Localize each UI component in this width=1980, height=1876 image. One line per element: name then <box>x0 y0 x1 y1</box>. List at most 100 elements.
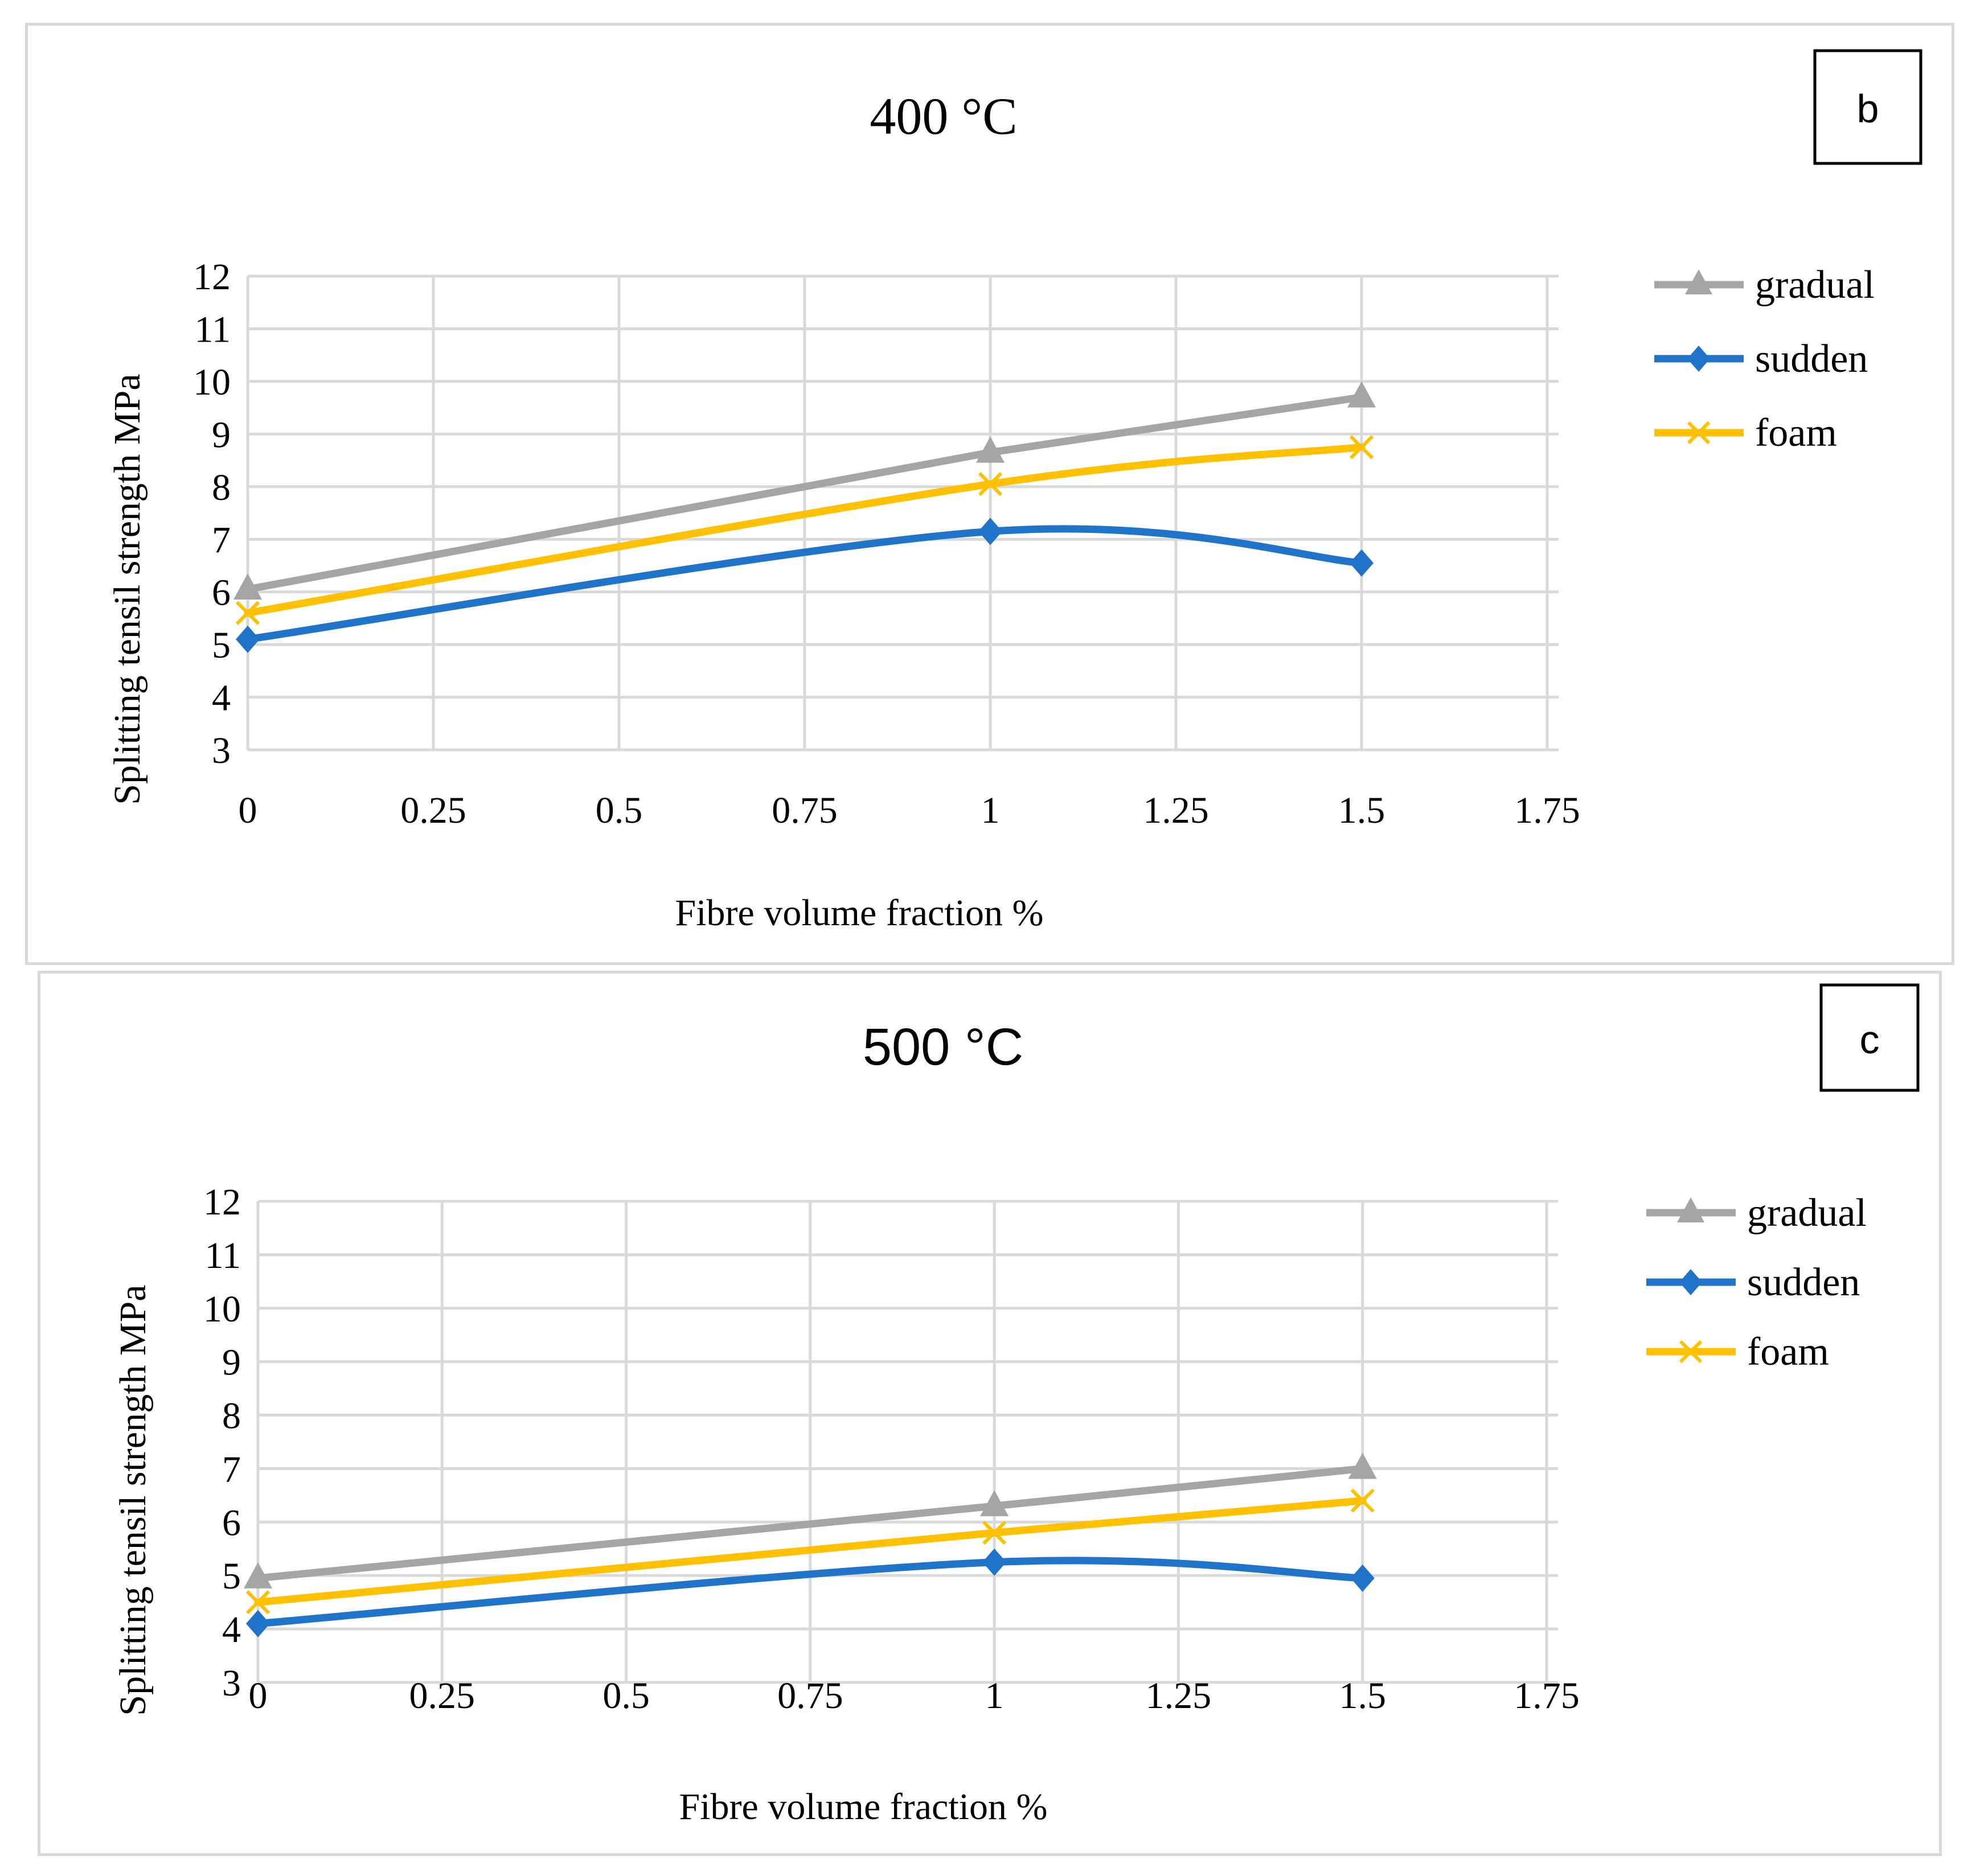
data-point-foam <box>235 601 260 625</box>
legend-label-foam: foam <box>1747 1330 1829 1374</box>
data-point-sudden <box>236 625 260 653</box>
data-point-gradual <box>244 1562 272 1588</box>
y-tick-label: 10 <box>193 362 231 403</box>
chart-title: 400 °C <box>870 87 1017 145</box>
chart-panel-400: 400 °C b Fibre volume fraction % Splitti… <box>25 23 1954 965</box>
chart-title: 500 °C <box>863 1018 1023 1076</box>
x-axis-label: Fibre volume fraction % <box>679 1786 1048 1828</box>
legend-item-gradual: gradual <box>1654 263 1875 307</box>
legend-item-sudden: sudden <box>1646 1261 1860 1304</box>
gridlines <box>256 1200 1558 1684</box>
legend: gradual sudden foam <box>1654 263 1875 455</box>
data-point-sudden <box>1350 549 1374 577</box>
y-tick-label: 7 <box>212 519 231 561</box>
data-point-gradual <box>976 436 1005 463</box>
legend-marker-foam <box>1679 1340 1703 1364</box>
y-tick-label: 12 <box>203 1181 241 1223</box>
data-point-sudden <box>246 1610 270 1637</box>
x-tick-label: 1 <box>985 1675 1004 1717</box>
x-tick-label: 1 <box>981 790 1000 831</box>
y-tick-label: 10 <box>203 1288 241 1330</box>
y-tick-label: 11 <box>204 1235 241 1276</box>
x-tick-label: 0.75 <box>777 1675 843 1717</box>
panel-badge-label: b <box>1857 87 1879 131</box>
y-tick-label: 9 <box>222 1342 241 1384</box>
x-tick-label: 1.25 <box>1146 1675 1212 1717</box>
x-tick-label: 0.5 <box>602 1675 650 1717</box>
y-tick-label: 5 <box>222 1555 241 1597</box>
y-axis-label: Splitting tensil strength MPa <box>106 373 148 804</box>
x-tick-label: 0.25 <box>409 1675 475 1717</box>
series-line-sudden <box>244 525 1366 643</box>
legend-label-gradual: gradual <box>1747 1191 1867 1235</box>
x-tick-label: 0.5 <box>596 790 643 831</box>
data-point-foam <box>1350 1488 1375 1513</box>
x-ticks: 0 0.25 0.5 0.75 1 1.25 1.5 1.75 <box>249 1675 1580 1717</box>
y-tick-label: 4 <box>222 1609 241 1651</box>
legend-label-gradual: gradual <box>1755 263 1875 307</box>
legend-marker-gradual <box>1677 1197 1704 1222</box>
legend-label-foam: foam <box>1755 411 1837 455</box>
series-lines <box>244 1452 1377 1637</box>
panel-badge-box <box>1813 49 1922 165</box>
data-point-foam <box>978 472 1003 496</box>
data-point-gradual <box>233 573 262 600</box>
x-tick-label: 1.75 <box>1514 790 1580 831</box>
data-point-sudden <box>1350 1564 1375 1592</box>
legend-marker-sudden <box>1687 346 1710 372</box>
x-tick-label: 0.25 <box>400 790 466 831</box>
x-tick-label: 0 <box>239 790 257 831</box>
y-axis-label: Splitting tensil strength MPa <box>112 1284 154 1715</box>
legend-item-foam: foam <box>1654 411 1837 455</box>
x-tick-label: 1.5 <box>1338 790 1385 831</box>
x-ticks: 0 0.25 0.5 0.75 1 1.25 1.5 1.75 <box>239 790 1580 831</box>
x-tick-label: 1.75 <box>1514 1675 1580 1717</box>
y-tick-label: 11 <box>194 309 231 350</box>
legend-marker-gradual <box>1685 269 1712 294</box>
data-point-sudden <box>982 1548 1007 1576</box>
y-tick-label: 3 <box>212 730 231 771</box>
data-point-sudden <box>978 518 1002 545</box>
series-line-sudden <box>254 1557 1367 1628</box>
legend-item-foam: foam <box>1646 1330 1829 1374</box>
x-tick-label: 1.25 <box>1143 790 1209 831</box>
panel-badge-box <box>1819 983 1920 1092</box>
series-line-foam <box>244 443 1366 617</box>
data-point-foam <box>982 1520 1007 1545</box>
legend-marker-foam <box>1687 421 1711 445</box>
x-axis-label: Fibre volume fraction % <box>675 892 1044 934</box>
chart-panel-500: 500 °C c Fibre volume fraction % Splitti… <box>38 971 1942 1856</box>
y-tick-label: 5 <box>212 625 231 666</box>
legend-item-gradual: gradual <box>1646 1191 1867 1235</box>
y-tick-label: 6 <box>212 572 231 614</box>
data-point-gradual <box>1347 381 1376 408</box>
y-tick-label: 12 <box>193 256 231 298</box>
x-tick-label: 1.5 <box>1339 1675 1386 1717</box>
y-tick-label: 9 <box>212 414 231 455</box>
data-point-gradual <box>980 1490 1009 1517</box>
y-tick-label: 6 <box>222 1502 241 1544</box>
series-lines <box>233 381 1376 653</box>
chart-400: 400 °C b Fibre volume fraction % Splitti… <box>106 49 1922 934</box>
legend-marker-sudden <box>1679 1269 1702 1295</box>
series-line-foam <box>254 1497 1367 1606</box>
data-point-foam <box>1349 435 1374 459</box>
chart-500: 500 °C c Fibre volume fraction % Splitti… <box>112 983 1920 1828</box>
data-point-gradual <box>1348 1452 1377 1479</box>
x-tick-label: 0.75 <box>772 790 838 831</box>
x-tick-label: 0 <box>249 1675 268 1717</box>
y-tick-label: 4 <box>212 678 231 719</box>
y-tick-label: 8 <box>212 467 231 508</box>
y-tick-label: 7 <box>222 1448 241 1490</box>
legend-label-sudden: sudden <box>1747 1261 1860 1304</box>
gridlines <box>246 274 1559 752</box>
data-point-foam <box>245 1590 270 1615</box>
panel-badge-label: c <box>1860 1017 1880 1062</box>
legend: gradual sudden foam <box>1646 1191 1867 1374</box>
legend-label-sudden: sudden <box>1755 337 1868 381</box>
y-ticks: 3 4 5 6 7 8 9 10 11 12 <box>193 256 231 771</box>
y-tick-label: 3 <box>222 1662 241 1704</box>
legend-item-sudden: sudden <box>1654 337 1868 381</box>
y-tick-label: 8 <box>222 1395 241 1437</box>
y-ticks: 3 4 5 6 7 8 9 10 11 12 <box>203 1181 241 1704</box>
